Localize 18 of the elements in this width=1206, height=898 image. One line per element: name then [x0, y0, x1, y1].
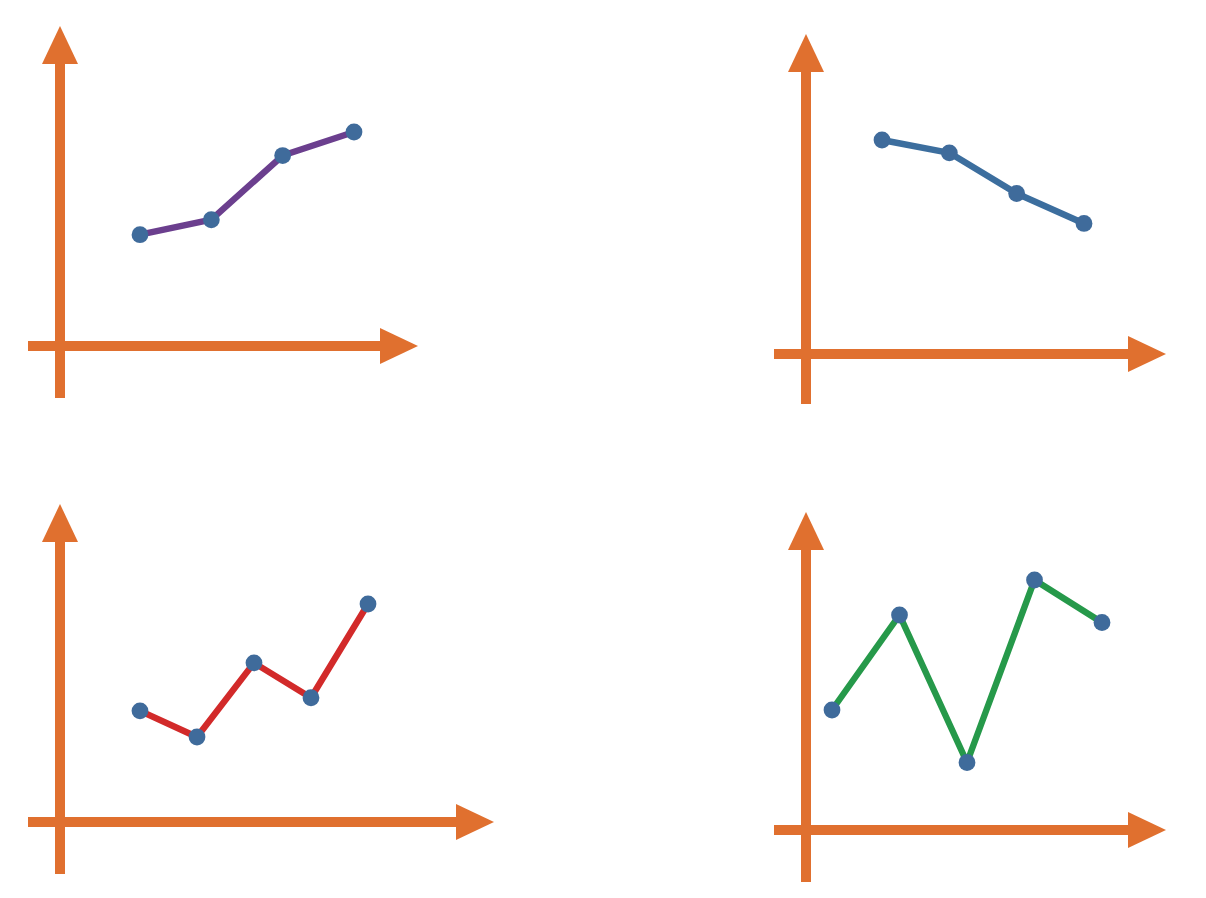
point [188, 728, 206, 746]
point [131, 702, 149, 720]
point [345, 123, 363, 141]
point [940, 144, 958, 162]
point [274, 147, 292, 164]
point [1008, 185, 1026, 202]
point [359, 595, 377, 613]
point [1026, 571, 1043, 589]
point [1075, 215, 1093, 232]
point [958, 754, 976, 771]
point [1093, 614, 1111, 631]
point [131, 226, 149, 244]
point [823, 701, 841, 719]
point [245, 654, 263, 672]
point [873, 131, 891, 149]
point [302, 689, 320, 707]
point [202, 211, 220, 229]
point [891, 606, 908, 624]
